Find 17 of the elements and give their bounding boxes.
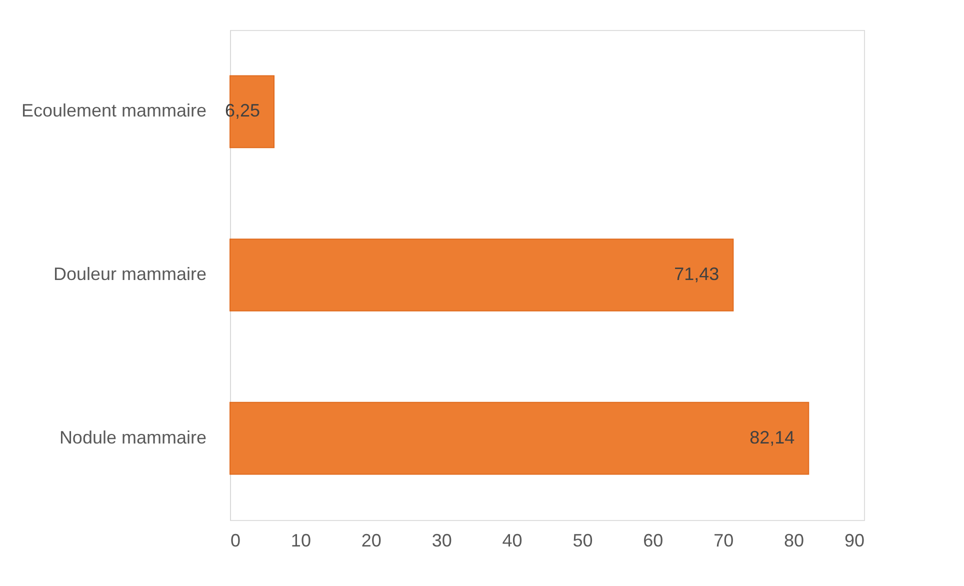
- data-label: 71,43: [674, 264, 720, 284]
- x-tick-label: 30: [432, 530, 452, 550]
- x-tick-label: 70: [714, 530, 734, 550]
- x-tick-label: 50: [572, 530, 593, 550]
- x-tick-label: 0: [230, 530, 241, 550]
- x-tick-label: 20: [361, 530, 382, 550]
- y-tick-label: Douleur mammaire: [53, 264, 206, 284]
- y-tick-label: Nodule mammaire: [59, 427, 206, 448]
- x-tick-label: 10: [290, 530, 311, 550]
- x-tick-label: 60: [643, 530, 664, 550]
- bar: [230, 238, 734, 312]
- bar: [230, 402, 810, 475]
- x-tick-label: 40: [502, 530, 522, 550]
- x-tick-label: 90: [844, 530, 864, 550]
- x-tick-label: 80: [784, 530, 804, 550]
- y-tick-label: Ecoulement mammaire: [21, 100, 206, 121]
- data-label: 82,14: [750, 427, 795, 448]
